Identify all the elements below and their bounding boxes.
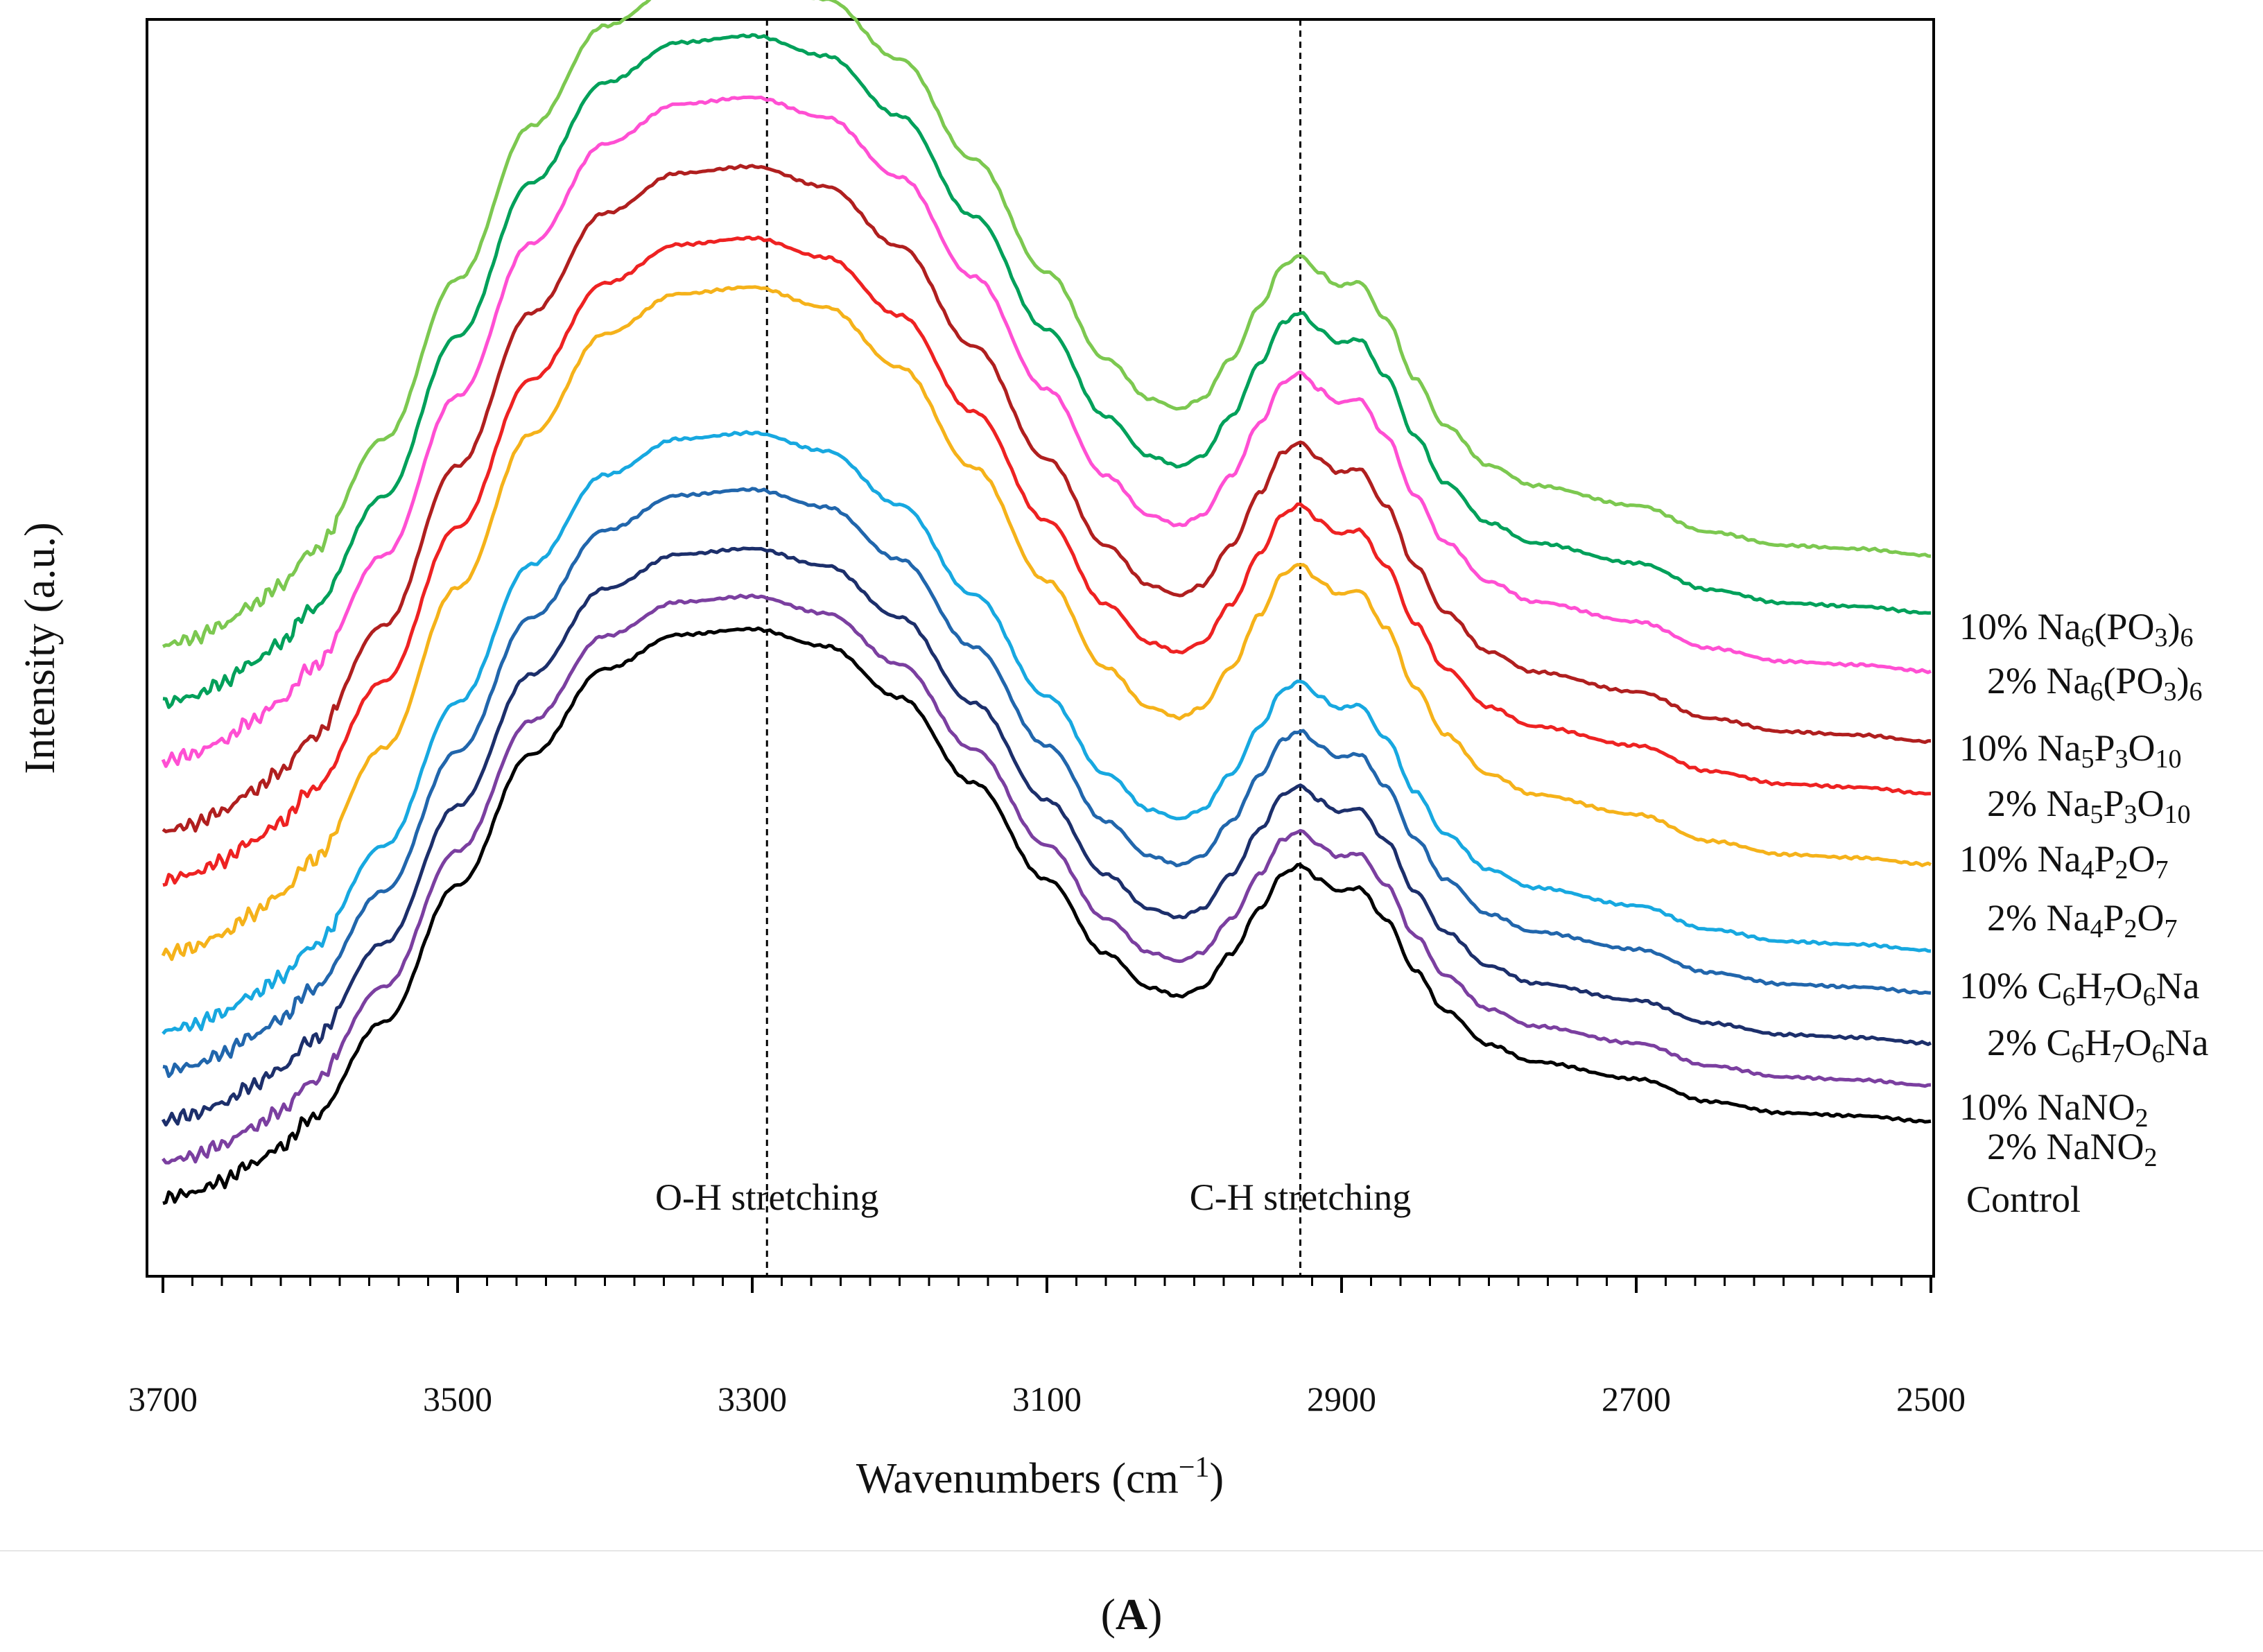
series-label: 2% Na6(PO3)6 xyxy=(1987,660,2202,706)
series-label: Control xyxy=(1966,1179,2081,1220)
series-line xyxy=(162,235,1932,887)
x-tick-label: 2900 xyxy=(1307,1380,1376,1418)
caption-separator xyxy=(0,1550,2263,1551)
x-tick-label: 2500 xyxy=(1896,1380,1966,1418)
series-line xyxy=(162,487,1932,1078)
series-line xyxy=(161,285,1932,962)
series-line xyxy=(162,164,1932,833)
reference-label: C-H stretching xyxy=(1190,1176,1411,1218)
series-line xyxy=(162,626,1932,1206)
series-label: 2% NaNO2 xyxy=(1987,1126,2157,1172)
series-line xyxy=(162,430,1932,1035)
reference-label: O-H stretching xyxy=(655,1176,878,1218)
series-label: 10% Na6(PO3)6 xyxy=(1959,606,2193,652)
x-tick-label: 3300 xyxy=(718,1380,787,1418)
series-label: 2% C6H7O6Na xyxy=(1987,1022,2209,1068)
spectra-series xyxy=(161,0,1932,1206)
series-line xyxy=(161,546,1932,1127)
series-line xyxy=(162,0,1932,648)
x-tick-label: 3100 xyxy=(1012,1380,1082,1418)
series-label: 2% Na5P3O10 xyxy=(1987,783,2191,829)
panel-label: (A) xyxy=(1101,1590,1163,1639)
x-tick-labels: 3700 3500 3300 3100 2900 2700 2500 xyxy=(128,1380,1966,1418)
x-tick-label: 3700 xyxy=(128,1380,198,1418)
x-axis-title: Wavenumbers (cm−1) xyxy=(856,1452,1224,1502)
series-label: 10% Na5P3O10 xyxy=(1959,727,2182,774)
series-label: 10% Na4P2O7 xyxy=(1959,838,2169,885)
x-major-ticks xyxy=(162,1276,1932,1293)
x-tick-label: 3500 xyxy=(423,1380,492,1418)
series-label: 10% NaNO2 xyxy=(1959,1086,2148,1133)
x-tick-label: 2700 xyxy=(1602,1380,1671,1418)
reference-lines xyxy=(765,19,1301,1276)
y-axis-title: Intensity (a.u.) xyxy=(17,522,64,774)
series-label: 10% C6H7O6Na xyxy=(1959,965,2200,1011)
series-line xyxy=(162,33,1932,709)
series-line xyxy=(162,593,1932,1165)
reference-labels: O-H stretching C-H stretching xyxy=(655,1176,1411,1218)
series-label: 2% Na4P2O7 xyxy=(1987,897,2178,944)
plot-frame xyxy=(146,18,1935,1278)
series-line xyxy=(161,95,1932,768)
